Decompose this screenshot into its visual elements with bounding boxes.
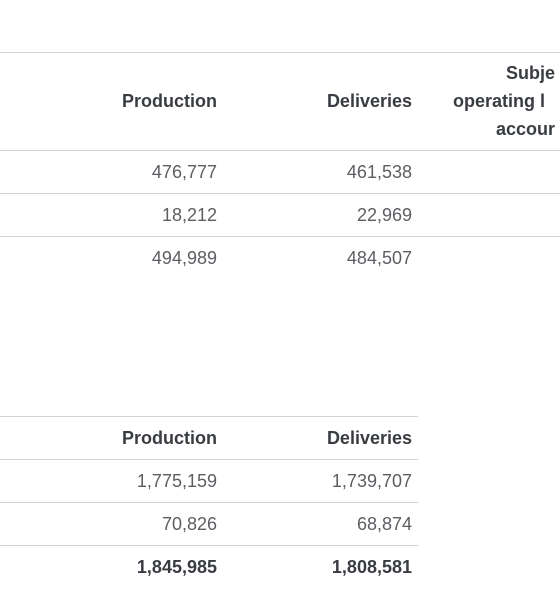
cell: 461,538: [346, 162, 412, 182]
row-rule: [0, 502, 418, 503]
cell: 1,775,159: [136, 471, 217, 491]
cell: 70,826: [161, 514, 217, 534]
cell: 1,845,985: [136, 557, 217, 577]
cell: 1,739,707: [331, 471, 412, 491]
cell: 476,777: [151, 162, 217, 182]
row-rule: [0, 545, 418, 546]
cell: 68,874: [356, 514, 412, 534]
cell: 494,989: [151, 248, 217, 268]
table-rule: [0, 416, 418, 417]
column-header-cropped: accour: [496, 119, 556, 139]
column-header: Production: [122, 91, 217, 111]
table-rule: [0, 52, 560, 53]
row-rule: [0, 459, 418, 460]
cell: 1,808,581: [331, 557, 412, 577]
cell: 18,212: [161, 205, 217, 225]
cell: 484,507: [346, 248, 412, 268]
column-header-cropped: operating l: [453, 91, 546, 111]
column-header-cropped: Subje: [506, 63, 556, 83]
cell: 22,969: [356, 205, 412, 225]
column-header: Deliveries: [326, 91, 412, 111]
column-header: Production: [122, 428, 217, 448]
row-rule: [0, 150, 560, 151]
column-header: Deliveries: [326, 428, 412, 448]
row-rule: [0, 236, 560, 237]
row-rule: [0, 193, 560, 194]
